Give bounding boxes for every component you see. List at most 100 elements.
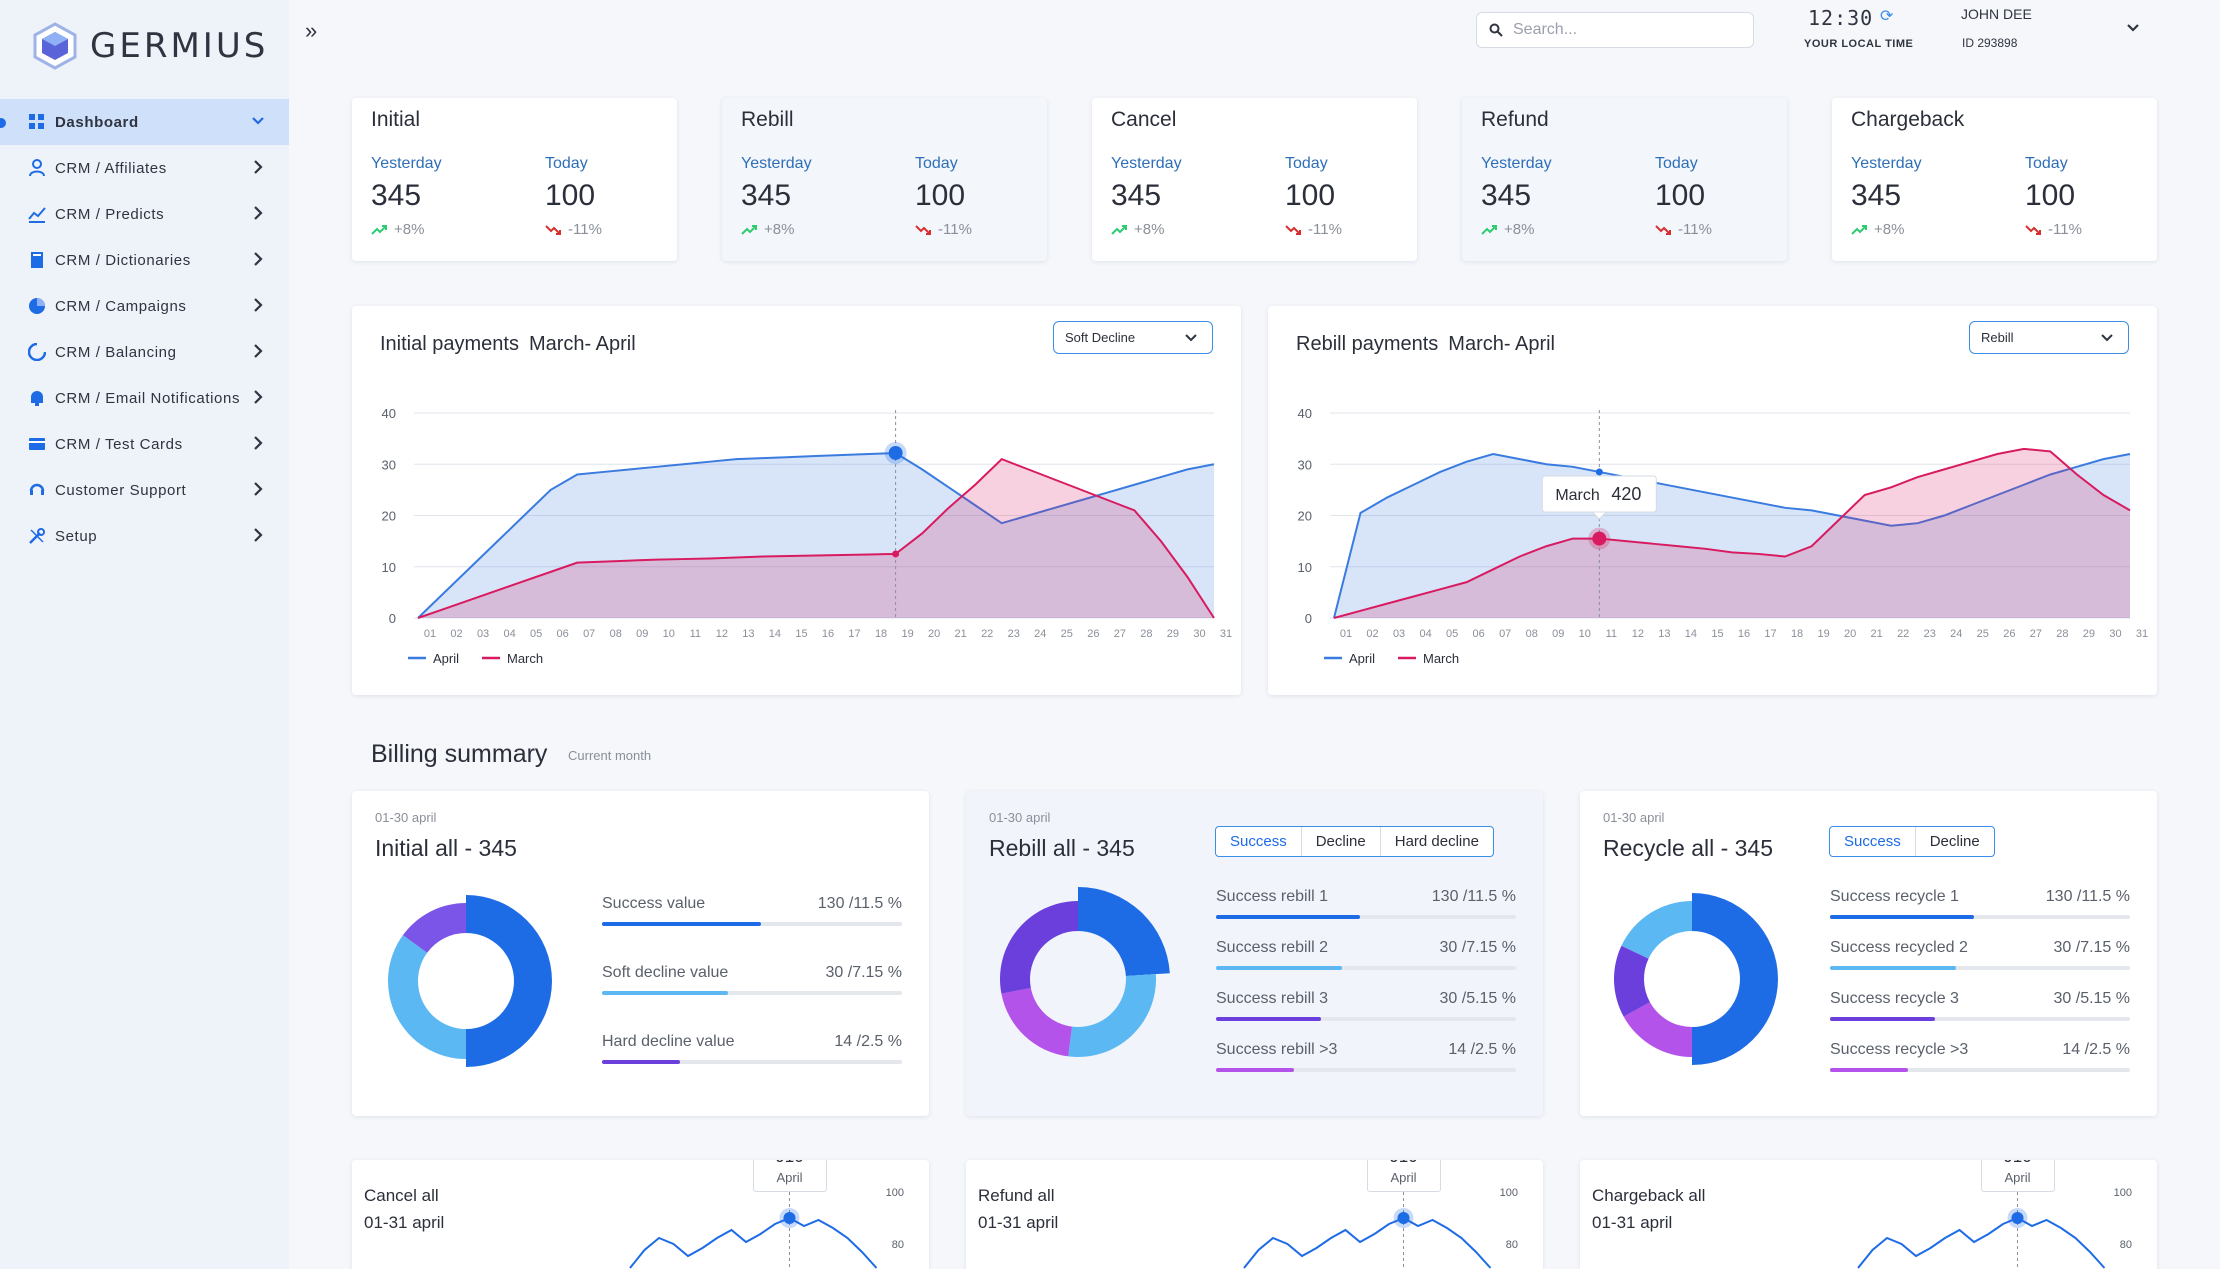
tab-decline[interactable]: Decline — [1914, 827, 1994, 856]
search-input[interactable] — [1513, 21, 1733, 39]
local-time-label: YOUR LOCAL TIME — [1804, 38, 1914, 50]
billing-row-value: 30 /7.15 % — [825, 964, 903, 981]
mini-card-chargeback-all[interactable]: Chargeback all 01-31 april 100 80 910 April — [1580, 1160, 2157, 1269]
sidebar-item-crm-test-cards[interactable]: CRM / Test Cards — [0, 421, 289, 467]
dropdown-value: Soft Decline — [1065, 330, 1136, 345]
sidebar-item-label: CRM / Dictionaries — [55, 251, 191, 269]
series-area-april — [1334, 454, 2130, 618]
stat-card-chargeback[interactable]: Chargeback Yesterday 345 +8% Today 100 -11% — [1832, 98, 2157, 261]
x-tick-label: 16 — [1738, 628, 1750, 640]
chevron-right-icon — [254, 344, 263, 358]
sidebar-item-crm-email-notifications[interactable]: CRM / Email Notifications — [0, 375, 289, 421]
stat-change-value: +8% — [1504, 221, 1535, 238]
stat-yesterday-label: Yesterday — [371, 155, 442, 172]
tab-success[interactable]: Success — [1230, 833, 1287, 850]
billing-card-title: Recycle all - 345 — [1603, 835, 1774, 861]
x-tick-label: 14 — [769, 628, 781, 640]
sidebar-item-crm-balancing[interactable]: CRM / Balancing — [0, 329, 289, 375]
mini-card-date: 01-31 april — [364, 1213, 445, 1232]
billing-donut-chart — [1000, 887, 1170, 1057]
stat-card-initial[interactable]: Initial Yesterday 345 +8% Today 100 -11% — [352, 98, 677, 261]
billing-row: Hard decline value 14 /2.5 % — [602, 1033, 902, 1065]
billing-row-value: 14 /2.5 % — [834, 1033, 902, 1050]
sidebar-item-crm-campaigns[interactable]: CRM / Campaigns — [0, 283, 289, 329]
y-tick-label: 0 — [389, 611, 396, 626]
x-tick-label: 10 — [1579, 628, 1591, 640]
donut-segment — [1000, 901, 1078, 994]
stat-today-value: 100 — [2025, 179, 2076, 212]
billing-row: Success rebill 1 130 /11.5 % — [1216, 888, 1516, 920]
sidebar-item-customer-support[interactable]: Customer Support — [0, 467, 289, 513]
billing-card-title: Rebill all - 345 — [989, 835, 1135, 861]
mini-tooltip-value: 910 — [1368, 1160, 1440, 1167]
search-box[interactable] — [1476, 12, 1754, 48]
mini-tooltip-value: 910 — [754, 1160, 826, 1167]
billing-row-value: 130 /11.5 % — [1431, 888, 1516, 905]
stat-yesterday-value: 345 — [371, 179, 422, 212]
y-tick-label: 40 — [382, 406, 396, 421]
stat-today-label: Today — [2025, 155, 2068, 172]
progress-fill — [1216, 966, 1342, 970]
mini-marker — [783, 1212, 796, 1224]
x-tick-label: 13 — [1658, 628, 1670, 640]
mini-marker — [1397, 1212, 1410, 1224]
series-line-april — [1333, 452, 2131, 619]
mini-tooltip: 910 April — [1980, 1160, 2055, 1192]
chevron-right-icon — [254, 252, 263, 266]
billing-row: Success rebill 3 30 /5.15 % — [1216, 990, 1516, 1022]
mini-card-refund-all[interactable]: Refund all 01-31 april 100 80 910 April — [966, 1160, 1543, 1269]
user-name[interactable]: JOHN DEE — [1961, 6, 2032, 22]
stat-today-value: 100 — [545, 179, 596, 212]
sidebar-item-crm-predicts[interactable]: CRM / Predicts — [0, 191, 289, 237]
stat-today: Today 100 -11% — [1655, 155, 1712, 238]
donut-segment — [1621, 901, 1692, 959]
billing-row-label: Soft decline value — [602, 964, 729, 981]
x-tick-label: 19 — [901, 628, 913, 640]
tab-hard-decline[interactable]: Hard decline — [1379, 827, 1493, 856]
payments-chart: 0 10 20 30 40 01 02 03 04 05 06 07 08 09 10 11 12 13 14 15 1… — [382, 406, 1233, 666]
billing-row: Success value 130 /11.5 % — [602, 895, 902, 927]
mini-y-tick: 80 — [892, 1239, 904, 1251]
series-line-march — [417, 457, 1215, 619]
billing-card-1: 01-30 april Rebill all - 345 Success Declin… — [966, 791, 1543, 1116]
billing-card-2: 01-30 april Recycle all - 345 Success Decli… — [1580, 791, 2157, 1116]
stat-card-cancel[interactable]: Cancel Yesterday 345 +8% Today 100 -11% — [1092, 98, 1417, 261]
expand-sidebar-icon[interactable]: » — [305, 18, 318, 43]
user-menu-chevron-icon[interactable] — [2125, 20, 2141, 36]
x-tick-label: 09 — [1552, 628, 1564, 640]
tab-decline[interactable]: Decline — [1300, 827, 1380, 856]
billing-row-value: 130 /11.5 % — [817, 895, 902, 912]
sync-icon[interactable]: ⟳ — [1880, 8, 1894, 25]
stat-title: Chargeback — [1851, 108, 1965, 131]
x-tick-label: 27 — [1114, 628, 1126, 640]
x-tick-label: 23 — [1008, 628, 1020, 640]
stat-card-refund[interactable]: Refund Yesterday 345 +8% Today 100 -11% — [1462, 98, 1787, 261]
sidebar-item-label: Dashboard — [55, 113, 139, 131]
donut-segment — [1623, 1002, 1692, 1057]
sidebar-item-dashboard[interactable]: Dashboard — [0, 99, 289, 145]
sidebar-item-setup[interactable]: Setup — [0, 513, 289, 559]
stat-yesterday-value: 345 — [1851, 179, 1902, 212]
march-marker — [892, 550, 900, 558]
logo[interactable]: GERMIUS — [32, 22, 268, 70]
sidebar-item-label: CRM / Test Cards — [55, 435, 183, 453]
mini-line-chart: 100 80 — [1857, 1187, 2132, 1269]
stat-change-value: -11% — [1678, 221, 1712, 238]
mini-tooltip-label: April — [2004, 1170, 2031, 1185]
progress-fill — [1830, 915, 1974, 919]
tab-success[interactable]: Success — [1844, 833, 1901, 850]
x-tick-label: 15 — [795, 628, 807, 640]
mini-card-cancel-all[interactable]: Cancel all 01-31 april 100 80 910 April — [352, 1160, 929, 1269]
progress-track — [602, 1060, 902, 1064]
x-tick-label: 12 — [1632, 628, 1644, 640]
sidebar-item-crm-affiliates[interactable]: CRM / Affiliates — [0, 145, 289, 191]
soft-decline-dropdown[interactable]: Soft Decline — [1053, 321, 1213, 354]
sidebar-nav: Dashboard CRM / Affiliates CRM / Predicts C… — [0, 99, 289, 559]
chevron-down-icon — [252, 117, 264, 125]
sidebar-item-crm-dictionaries[interactable]: CRM / Dictionaries — [0, 237, 289, 283]
progress-track — [1830, 1068, 2130, 1072]
mini-series-line — [1857, 1216, 2106, 1269]
rebill-dropdown[interactable]: Rebill — [1969, 321, 2129, 354]
stat-card-rebill[interactable]: Rebill Yesterday 345 +8% Today 100 -11% — [722, 98, 1047, 261]
mini-series-line — [629, 1216, 878, 1269]
